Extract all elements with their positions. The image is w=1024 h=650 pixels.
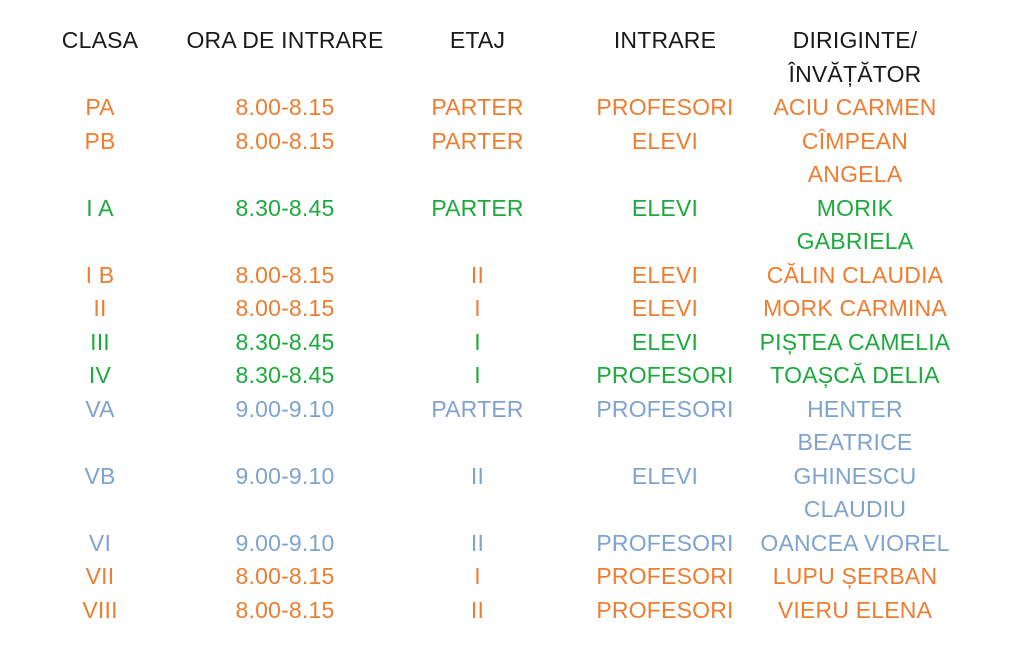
- cell-ora-de-intrare: 8.00-8.15: [235, 127, 335, 154]
- cell-clasa: VB: [84, 462, 116, 489]
- cell-ora-de-intrare: 8.30-8.45: [235, 328, 335, 355]
- cell-ora-de-intrare: 9.00-9.10: [235, 529, 335, 556]
- cell-diriginte: HENTER: [807, 395, 903, 422]
- header-clasa: CLASA: [61, 27, 139, 53]
- cell-diriginte: CLAUDIU: [803, 496, 907, 522]
- cell-ora-de-intrare: 8.00-8.15: [235, 563, 335, 589]
- cell-diriginte: MORIK: [816, 194, 894, 221]
- cell-etaj: II: [470, 529, 485, 556]
- cell-diriginte: OANCEA VIOREL: [760, 529, 950, 556]
- cell-diriginte: GHINESCU: [793, 462, 917, 489]
- header-etaj: ETAJ: [449, 27, 506, 53]
- cell-ora-de-intrare: 9.00-9.10: [235, 462, 335, 489]
- cell-diriginte: CĂLIN CLAUDIA: [766, 261, 944, 288]
- cell-etaj: I: [474, 328, 481, 355]
- cell-intrare: ELEVI: [631, 261, 699, 288]
- cell-diriginte: TOAȘCĂ DELIA: [770, 362, 940, 388]
- cell-etaj: I: [474, 563, 481, 589]
- cell-ora-de-intrare: 8.30-8.45: [235, 362, 335, 388]
- cell-intrare: PROFESORI: [596, 94, 734, 120]
- cell-clasa: I B: [85, 261, 115, 288]
- cell-intrare: ELEVI: [631, 462, 699, 489]
- cell-diriginte: PIȘTEA CAMELIA: [759, 328, 951, 355]
- cell-clasa: III: [90, 328, 110, 355]
- cell-diriginte: ANGELA: [807, 161, 903, 187]
- cell-clasa: PA: [85, 94, 115, 120]
- cell-clasa: VA: [85, 395, 115, 422]
- cell-etaj: II: [470, 261, 485, 288]
- cell-etaj: II: [470, 462, 485, 489]
- cell-ora-de-intrare: 8.00-8.15: [235, 94, 335, 120]
- cell-intrare: PROFESORI: [596, 529, 734, 556]
- cell-intrare: ELEVI: [631, 194, 699, 221]
- cell-clasa: I A: [86, 194, 114, 221]
- cell-diriginte: GABRIELA: [796, 228, 914, 254]
- header-diriginte-line2: ÎNVĂȚĂTOR: [788, 60, 922, 87]
- cell-ora-de-intrare: 8.00-8.15: [235, 596, 335, 623]
- cell-diriginte: MORK CARMINA: [763, 295, 947, 321]
- cell-diriginte: LUPU ȘERBAN: [772, 563, 938, 589]
- cell-clasa: VII: [85, 563, 115, 589]
- header-ora-de-intrare: ORA DE INTRARE: [186, 27, 384, 53]
- cell-intrare: PROFESORI: [596, 596, 734, 623]
- cell-clasa: VIII: [82, 596, 118, 623]
- cell-diriginte: ACIU CARMEN: [773, 94, 937, 120]
- cell-etaj: PARTER: [431, 194, 524, 221]
- cell-intrare: PROFESORI: [596, 563, 734, 589]
- cell-etaj: II: [470, 596, 485, 623]
- cell-intrare: PROFESORI: [596, 395, 734, 422]
- cell-intrare: ELEVI: [631, 295, 699, 321]
- cell-etaj: PARTER: [431, 94, 524, 120]
- cell-clasa: PB: [84, 127, 116, 154]
- cell-diriginte: CÎMPEAN: [801, 127, 909, 154]
- header-diriginte-line1: DIRIGINTE/: [792, 27, 918, 53]
- cell-ora-de-intrare: 9.00-9.10: [235, 395, 335, 422]
- cell-clasa: II: [93, 295, 107, 321]
- cell-etaj: I: [474, 362, 481, 388]
- cell-intrare: ELEVI: [631, 127, 699, 154]
- cell-intrare: PROFESORI: [596, 362, 734, 388]
- cell-diriginte: BEATRICE: [797, 429, 913, 455]
- cell-clasa: VI: [88, 529, 112, 556]
- header-intrare: INTRARE: [613, 27, 717, 53]
- cell-etaj: I: [474, 295, 481, 321]
- cell-intrare: ELEVI: [631, 328, 699, 355]
- cell-etaj: PARTER: [431, 395, 524, 422]
- cell-ora-de-intrare: 8.00-8.15: [235, 295, 335, 321]
- cell-ora-de-intrare: 8.30-8.45: [235, 194, 335, 221]
- cell-diriginte: VIERU ELENA: [777, 596, 933, 623]
- cell-clasa: IV: [88, 362, 112, 388]
- cell-etaj: PARTER: [431, 127, 524, 154]
- cell-ora-de-intrare: 8.00-8.15: [235, 261, 335, 288]
